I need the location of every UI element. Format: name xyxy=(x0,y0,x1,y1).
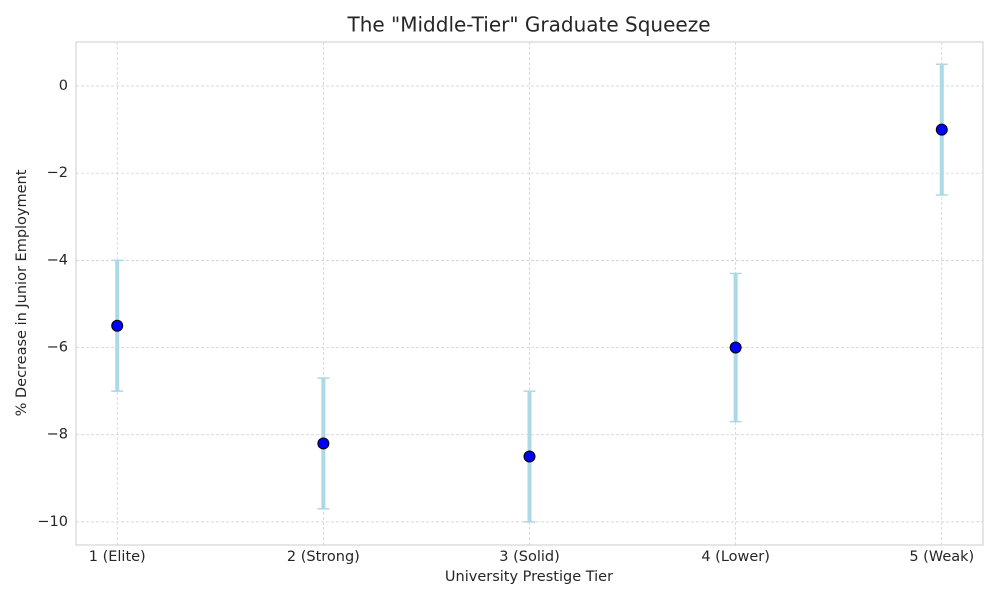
point xyxy=(317,437,330,450)
point xyxy=(729,341,742,354)
y-tick-label: −10 xyxy=(37,514,68,530)
y-tick-label: −2 xyxy=(47,165,68,181)
y-tick-label: −4 xyxy=(47,252,68,268)
y-tick-label: −6 xyxy=(47,340,68,356)
y-tick-label: −8 xyxy=(47,427,68,443)
x-tick-label: 1 (Elite) xyxy=(89,549,146,565)
x-tick-label: 2 (Strong) xyxy=(287,549,360,565)
x-tick-label: 3 (Solid) xyxy=(499,549,560,565)
point xyxy=(935,123,948,136)
x-axis-label: University Prestige Tier xyxy=(445,569,613,585)
x-tick-label: 5 (Weak) xyxy=(909,549,974,565)
y-tick-label: 0 xyxy=(59,78,68,94)
point xyxy=(523,450,536,463)
point xyxy=(111,319,124,332)
x-tick-label: 4 (Lower) xyxy=(701,549,770,565)
chart-title: The "Middle-Tier" Graduate Squeeze xyxy=(346,13,710,37)
plot-frame xyxy=(75,41,984,546)
y-axis-label: % Decrease in Junior Employment xyxy=(14,169,30,416)
